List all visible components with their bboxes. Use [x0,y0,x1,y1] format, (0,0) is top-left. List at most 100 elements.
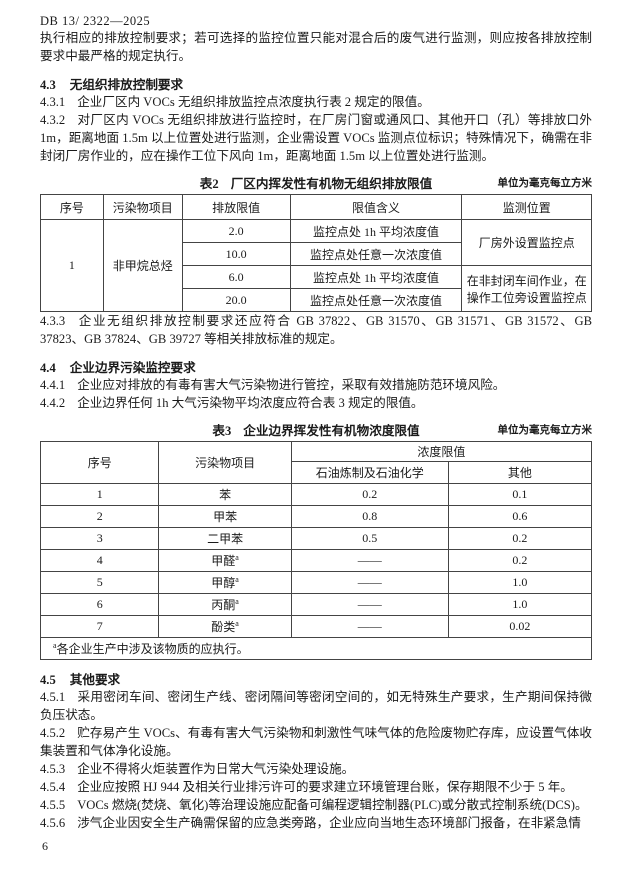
pollutant-cell: 丙酮a [158,593,292,616]
table-row: 4 甲醛a —— 0.2 [39,549,593,572]
clause-4-5-5: 4.5.5 VOCs 燃烧(焚烧、氧化)等治理设施应配备可编程逻辑控制器(PLC)… [40,796,592,814]
table3-footnote-row: a各企业生产中涉及该物质的应执行。 [40,637,592,660]
table-row: 7 酚类a —— 0.02 [39,615,593,638]
footnote-marker: a [235,553,239,562]
table2-caption-label: 表2 [199,177,219,191]
table2-limit-cell: 2.0 [181,219,291,243]
section-title: 无组织排放控制要求 [69,78,184,92]
table-row: 1 苯 0.2 0.1 [39,483,593,506]
petro-cell: 0.2 [290,483,449,506]
table2-caption: 表2 厂区内挥发性有机物无组织排放限值 [40,173,592,192]
clause-text: 贮存易产生 VOCs、有毒有害大气污染物和刺激性气味气体的危险废物贮存库，应设置… [40,726,592,758]
clause-4-5-4: 4.5.4 企业应按照 HJ 944 及相关行业排污许可的要求建立环境管理台账，保… [40,778,592,796]
table2-row: 1 非甲烷总烃 2.0 监控点处 1h 平均浓度值 厂房外设置监控点 [40,219,592,312]
serial-cell: 7 [39,615,160,638]
serial-cell: 1 [39,483,160,506]
table3-caption-title: 企业边界挥发性有机物浓度限值 [243,424,420,438]
table2-location-cell: 厂房外设置监控点 [461,219,592,266]
table2-meaning-cell: 监控点处 1h 平均浓度值 [289,219,463,243]
pollutant-cell: 甲苯 [158,505,292,528]
petro-cell: —— [290,593,449,616]
serial-cell: 5 [39,571,160,594]
pollutant-name: 酚类 [211,620,236,634]
pollutant-cell: 甲醇a [158,571,292,594]
clause-4-5-6: 4.5.6 涉气企业因安全生产确需保留的应急类旁路，企业应向当地生态环境部门报备，… [40,814,592,832]
table-row: 5 甲醇a —— 1.0 [39,571,593,594]
table2-location-cell: 在非封闭车间作业，在操作工位旁设置监控点 [461,265,592,312]
table2: 序号 污染物项目 排放限值 限值含义 监测位置 1 非甲烷总烃 2.0 监控点处… [40,194,592,312]
table3-header-serial: 序号 [39,441,160,484]
clause-text: 采用密闭车间、密闭生产线、密闭隔间等密闭空间的，如无特殊生产要求，生产期间保持微… [40,690,592,722]
clause-text: 企业不得将火炬装置作为日常大气污染处理设施。 [77,762,355,776]
table3-header-other: 其他 [447,461,593,484]
clause-4-5-1: 4.5.1 采用密闭车间、密闭生产线、密闭隔间等密闭空间的，如无特殊生产要求，生产… [40,688,592,724]
table-row: 6 丙酮a —— 1.0 [39,593,593,616]
serial-cell: 4 [39,549,160,572]
footnote-text: 各企业生产中涉及该物质的应执行。 [56,642,249,656]
section-heading-4-3: 4.3 无组织排放控制要求 [40,74,592,93]
clause-number: 4.5.6 [40,816,66,830]
clause-4-3-3: 4.3.3 企业无组织排放控制要求还应符合 GB 37822、GB 31570、G… [40,312,592,348]
clause-number: 4.5.5 [40,798,66,812]
section-heading-4-5: 4.5 其他要求 [40,669,592,688]
table2-header-pollutant: 污染物项目 [102,194,183,220]
table2-limit-cell: 20.0 [181,288,291,312]
other-cell: 1.0 [447,571,593,594]
table-row: 2 甲苯 0.8 0.6 [39,505,593,528]
clause-text: 企业厂区内 VOCs 无组织排放监控点浓度执行表 2 规定的限值。 [77,95,430,109]
table2-header-limit: 排放限值 [181,194,291,220]
table2-limit-cell: 6.0 [181,265,291,289]
table3-header-pollutant: 污染物项目 [158,441,292,484]
other-cell: 0.2 [447,549,593,572]
table3-caption-row: 表3 企业边界挥发性有机物浓度限值 单位为毫克每立方米 [40,420,592,438]
table2-caption-title: 厂区内挥发性有机物无组织排放限值 [230,177,433,191]
footnote-marker: a [53,641,57,650]
table2-header-meaning: 限值含义 [289,194,463,220]
pollutant-cell: 酚类a [158,615,292,638]
table2-meaning-cell: 监控点处 1h 平均浓度值 [289,265,463,289]
page-number: 6 [42,839,48,853]
other-cell: 0.1 [447,483,593,506]
section-title: 企业边界污染监控要求 [69,361,196,375]
footnote-marker: a [235,575,239,584]
table2-header-serial: 序号 [40,194,104,220]
other-cell: 0.2 [447,527,593,550]
other-cell: 0.02 [447,615,593,638]
clause-number: 4.3.2 [40,113,66,127]
table3-header-petro: 石油炼制及石油化学 [290,461,449,484]
doc-number: DB 13/ 2322—2025 [40,14,151,28]
paragraph-intro: 执行相应的排放控制要求；若可选择的监控位置只能对混合后的废气进行监测，则应按各排… [40,29,592,65]
petro-cell: 0.8 [290,505,449,528]
petro-cell: —— [290,571,449,594]
table2-limit-cell: 10.0 [181,242,291,266]
clause-text: 涉气企业因安全生产确需保留的应急类旁路，企业应向当地生态环境部门报备，在非紧急情 [77,816,581,830]
clause-text: 企业应按照 HJ 944 及相关行业排污许可的要求建立环境管理台账，保存期限不少… [77,780,573,794]
footnote-marker: a [235,597,239,606]
table2-meaning-cell: 监控点处任意一次浓度值 [289,242,463,266]
petro-cell: 0.5 [290,527,449,550]
table2-meaning-cell: 监控点处任意一次浓度值 [289,288,463,312]
clause-text: 对厂区内 VOCs 无组织排放进行监控时，在厂房门窗或通风口、其他开口（孔）等排… [40,113,592,163]
clause-text: 企业无组织排放控制要求还应符合 GB 37822、GB 31570、GB 315… [40,314,592,346]
clause-number: 4.4.1 [40,378,66,392]
table2-row: 6.0 监控点处 1h 平均浓度值 在非封闭车间作业，在操作工位旁设置监控点 [41,265,592,312]
clause-number: 4.5.2 [40,726,66,740]
clause-4-5-3: 4.5.3 企业不得将火炬装置作为日常大气污染处理设施。 [40,760,592,778]
section-number: 4.4 [40,361,56,375]
serial-cell: 6 [39,593,160,616]
section-heading-4-4: 4.4 企业边界污染监控要求 [40,357,592,376]
clause-4-5-2: 4.5.2 贮存易产生 VOCs、有毒有害大气污染物和刺激性气味气体的危险废物贮存… [40,724,592,760]
clause-number: 4.5.1 [40,690,66,704]
other-cell: 1.0 [447,593,593,616]
serial-cell: 3 [39,527,160,550]
clause-number: 4.3.1 [40,95,66,109]
footnote-marker: a [235,619,239,628]
table2-header-location: 监测位置 [461,194,592,220]
table2-unit-label: 单位为毫克每立方米 [497,178,593,189]
clause-text: 企业应对排放的有毒有害大气污染物进行管控，采取有效措施防范环境风险。 [77,378,506,392]
clause-number: 4.5.4 [40,780,66,794]
pollutant-cell: 甲醛a [158,549,292,572]
clause-text: 企业边界任何 1h 大气污染物平均浓度应符合表 3 规定的限值。 [77,396,424,410]
petro-cell: —— [290,615,449,638]
